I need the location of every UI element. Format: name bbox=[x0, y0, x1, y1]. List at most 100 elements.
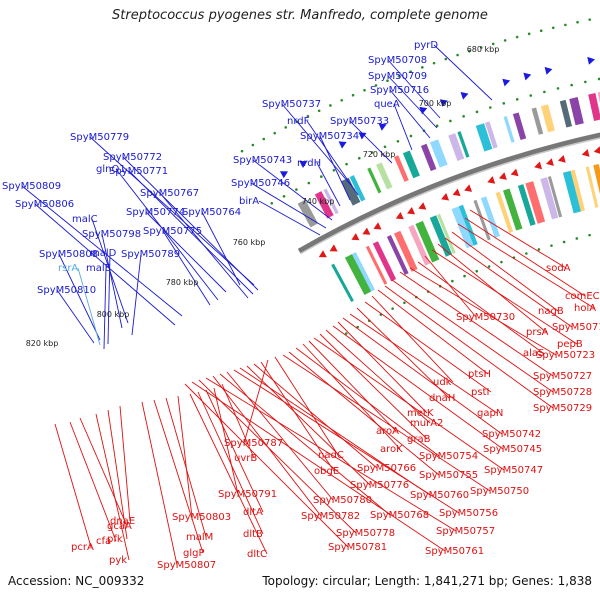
forward-gene-leader-line bbox=[107, 252, 111, 345]
reverse-gene-leader-line bbox=[165, 397, 207, 538]
reverse-gene-label: sodA bbox=[546, 263, 571, 274]
reverse-gene-label: SpyM50807 bbox=[157, 560, 216, 571]
reverse-gene-leader-line bbox=[469, 209, 567, 269]
forward-gene-arrow bbox=[439, 99, 448, 107]
scale-label: 800 kbp bbox=[97, 310, 130, 319]
feature-block-reverse bbox=[593, 163, 600, 195]
forward-gene-label: SpyM50809 bbox=[2, 181, 61, 192]
reverse-gene-leader-line bbox=[239, 367, 431, 496]
forward-gene-leader-line bbox=[281, 103, 356, 191]
reverse-gene-label: SpyM50727 bbox=[533, 371, 592, 382]
reverse-gene-leader-line bbox=[288, 351, 440, 476]
reverse-gene-leader-line bbox=[282, 354, 491, 492]
feature-block-forward bbox=[512, 112, 527, 141]
reverse-gene-leader-line bbox=[332, 325, 504, 450]
dotted-ring-middle bbox=[282, 195, 286, 198]
reverse-gene-leader-line bbox=[191, 381, 446, 552]
dotted-ring-inner bbox=[475, 269, 479, 273]
reverse-gene-leader-line bbox=[399, 271, 554, 377]
forward-gene-label: SpyM50767 bbox=[140, 188, 199, 199]
forward-gene-arrow bbox=[358, 132, 367, 140]
feature-block-forward bbox=[448, 133, 465, 161]
dotted-ring-middle bbox=[489, 106, 492, 109]
dotted-ring-middle bbox=[396, 139, 400, 143]
forward-gene-label: SpyM50716 bbox=[370, 85, 429, 96]
reverse-gene-leader-line bbox=[391, 279, 554, 393]
reverse-gene-label: SpyM50730 bbox=[456, 312, 515, 323]
feature-block-reverse bbox=[415, 220, 440, 263]
dotted-ring-middle bbox=[556, 87, 560, 90]
forward-gene-label: malE bbox=[86, 263, 111, 274]
dotted-ring-middle bbox=[320, 175, 323, 178]
forward-gene-label: SpyM50733 bbox=[330, 116, 389, 127]
dotted-ring-inner bbox=[451, 279, 454, 283]
reverse-gene-label: SpyM50728 bbox=[533, 387, 592, 398]
feature-block-reverse bbox=[562, 170, 582, 214]
reverse-gene-label: gapN bbox=[477, 408, 503, 419]
dotted-ring-inner bbox=[391, 307, 394, 310]
forward-gene-leader-line bbox=[393, 103, 413, 151]
reverse-gene-arrow bbox=[362, 227, 371, 235]
feature-block-reverse bbox=[585, 166, 599, 208]
dotted-ring-outer bbox=[576, 20, 579, 24]
dotted-ring-outer bbox=[515, 35, 519, 39]
forward-gene-label: SpyM50774 bbox=[126, 207, 185, 218]
reverse-gene-label: SpyM50747 bbox=[484, 465, 543, 476]
reverse-gene-label: SpyM50745 bbox=[483, 444, 542, 455]
reverse-gene-leader-line bbox=[177, 395, 193, 518]
reverse-gene-label: dnaH bbox=[429, 393, 455, 404]
forward-gene-arrow bbox=[460, 92, 469, 100]
feature-block-reverse bbox=[429, 215, 453, 257]
dotted-ring-inner bbox=[575, 237, 579, 240]
reverse-gene-leader-line bbox=[437, 243, 547, 333]
scale-label: 780 kbp bbox=[166, 278, 199, 287]
dotted-ring-outer bbox=[340, 98, 344, 102]
feature-block-reverse bbox=[372, 241, 397, 282]
feature-block-forward bbox=[457, 131, 470, 158]
dotted-ring-outer bbox=[386, 79, 389, 83]
reverse-gene-label: SpyM50760 bbox=[410, 490, 469, 501]
dotted-ring-outer bbox=[240, 149, 244, 153]
reverse-gene-label: SpyM50742 bbox=[482, 429, 541, 440]
forward-gene-leader-line bbox=[162, 230, 211, 306]
feature-block-forward bbox=[475, 123, 493, 152]
forward-gene-leader-line bbox=[258, 200, 321, 236]
reverse-gene-label: udk bbox=[433, 377, 452, 388]
reverse-gene-label: SpyM50761 bbox=[425, 546, 484, 557]
dotted-ring-inner bbox=[463, 274, 466, 278]
reverse-gene-leader-line bbox=[337, 321, 428, 414]
dotted-ring-outer bbox=[374, 84, 378, 87]
reverse-gene-label: SpyM50755 bbox=[419, 470, 478, 481]
dotted-ring-middle bbox=[543, 90, 546, 94]
reverse-gene-label: SpyM50787 bbox=[224, 438, 283, 449]
feature-block-reverse bbox=[458, 204, 478, 246]
reverse-gene-leader-line bbox=[233, 369, 460, 514]
dotted-ring-outer bbox=[456, 53, 459, 57]
reverse-gene-leader-line bbox=[197, 391, 264, 535]
feature-block-forward bbox=[559, 99, 573, 128]
highlighted-gene-label: rsrA bbox=[58, 263, 78, 274]
forward-gene-label: SpyM50810 bbox=[37, 285, 96, 296]
reverse-gene-arrow bbox=[395, 211, 404, 220]
feature-block-forward bbox=[540, 104, 555, 133]
reverse-gene-leader-line bbox=[119, 405, 131, 522]
forward-gene-leader-line bbox=[103, 267, 107, 350]
genome-summary: Topology: circular; Length: 1,841,271 bp… bbox=[262, 574, 592, 588]
forward-gene-label: SpyM50789 bbox=[121, 249, 180, 260]
reverse-gene-label: SpyM50750 bbox=[470, 486, 529, 497]
forward-gene-leader-line bbox=[101, 233, 123, 329]
reverse-gene-label: SpyM50781 bbox=[328, 542, 387, 553]
forward-gene-leader-line bbox=[306, 120, 359, 196]
reverse-gene-leader-line bbox=[431, 249, 578, 345]
forward-gene-arrow bbox=[419, 106, 428, 115]
reverse-gene-leader-line bbox=[243, 359, 269, 444]
dotted-ring-outer bbox=[397, 74, 401, 78]
forward-gene-label: nrdH bbox=[297, 158, 321, 169]
reverse-gene-arrow bbox=[407, 207, 416, 215]
reverse-gene-leader-line bbox=[189, 393, 268, 555]
dotted-ring-outer bbox=[273, 131, 277, 135]
forward-gene-leader-line bbox=[58, 253, 101, 341]
reverse-gene-label: pcrA bbox=[71, 542, 94, 553]
forward-gene-leader-line bbox=[115, 168, 219, 301]
